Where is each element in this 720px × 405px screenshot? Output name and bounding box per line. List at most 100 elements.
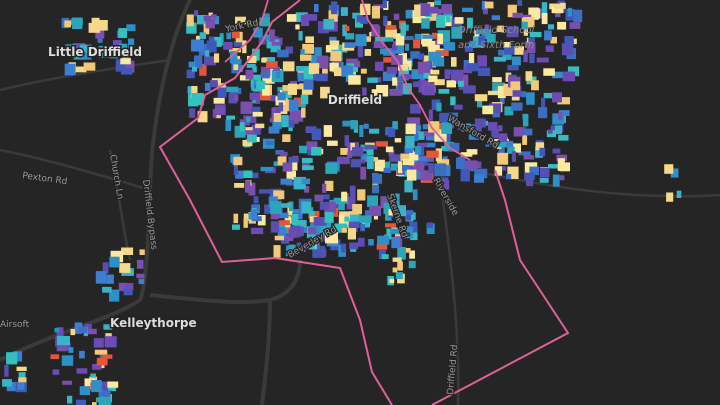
building [510, 81, 521, 91]
building [477, 55, 487, 67]
building [426, 150, 439, 158]
building [102, 262, 109, 274]
building [79, 350, 85, 359]
building [18, 377, 27, 387]
building [458, 156, 465, 168]
building [242, 40, 247, 54]
building [394, 45, 404, 54]
building [194, 10, 199, 17]
building [121, 67, 133, 75]
building [422, 124, 429, 130]
building [226, 32, 232, 40]
building [556, 154, 567, 161]
building [16, 366, 27, 371]
building [300, 94, 309, 105]
building [389, 278, 395, 283]
building [460, 74, 469, 87]
building [334, 67, 342, 77]
building [488, 103, 502, 113]
building [350, 142, 355, 151]
building [405, 248, 411, 253]
building [315, 232, 323, 242]
building [341, 65, 354, 77]
building [288, 229, 297, 238]
building [524, 172, 535, 181]
building [288, 120, 295, 128]
building [492, 109, 500, 118]
building [208, 12, 213, 19]
building [123, 288, 133, 296]
building [192, 66, 198, 72]
building [352, 204, 362, 215]
building [421, 18, 430, 29]
building [223, 41, 233, 50]
building [277, 49, 289, 58]
building [360, 153, 368, 162]
building [247, 134, 257, 143]
building [288, 99, 299, 112]
building [559, 175, 565, 181]
building [273, 66, 280, 71]
building [6, 352, 18, 365]
building [186, 69, 195, 79]
building [431, 99, 441, 110]
building [414, 146, 422, 155]
building [17, 382, 25, 390]
building [360, 16, 368, 24]
building [428, 75, 438, 83]
building [277, 92, 286, 101]
building [409, 151, 419, 161]
building [454, 17, 464, 24]
building [449, 142, 460, 152]
building [466, 63, 480, 72]
place-label: Airsoft [0, 320, 30, 330]
road [438, 179, 460, 405]
building [538, 107, 548, 119]
building [493, 139, 502, 149]
building [428, 51, 442, 62]
building [248, 21, 258, 27]
building [214, 53, 220, 63]
building [466, 149, 478, 155]
building [273, 245, 281, 258]
building [523, 128, 533, 136]
building [664, 164, 674, 174]
building [84, 378, 95, 389]
building [376, 84, 389, 97]
building [282, 90, 292, 99]
building [330, 51, 342, 62]
parish-boundary [431, 169, 570, 405]
building [287, 83, 297, 95]
building [369, 205, 381, 217]
building [360, 166, 367, 180]
building [278, 220, 290, 226]
building [92, 402, 97, 405]
building [507, 65, 519, 71]
building [334, 223, 347, 233]
building [337, 156, 350, 165]
building [292, 161, 298, 171]
building [341, 243, 347, 253]
building [547, 129, 553, 134]
building [522, 114, 529, 127]
building [557, 97, 570, 105]
building [215, 107, 224, 114]
building [548, 164, 559, 169]
building [314, 47, 322, 57]
building [56, 345, 68, 352]
building [210, 14, 217, 19]
building [271, 107, 276, 121]
building [64, 63, 76, 76]
building [4, 365, 9, 377]
building [303, 67, 313, 80]
building [511, 95, 520, 101]
building [255, 123, 265, 129]
building [666, 192, 674, 202]
building [552, 92, 562, 103]
building [125, 283, 134, 291]
building [368, 239, 374, 246]
building [413, 39, 421, 49]
building [552, 71, 565, 79]
building [197, 15, 208, 25]
building [287, 167, 294, 180]
